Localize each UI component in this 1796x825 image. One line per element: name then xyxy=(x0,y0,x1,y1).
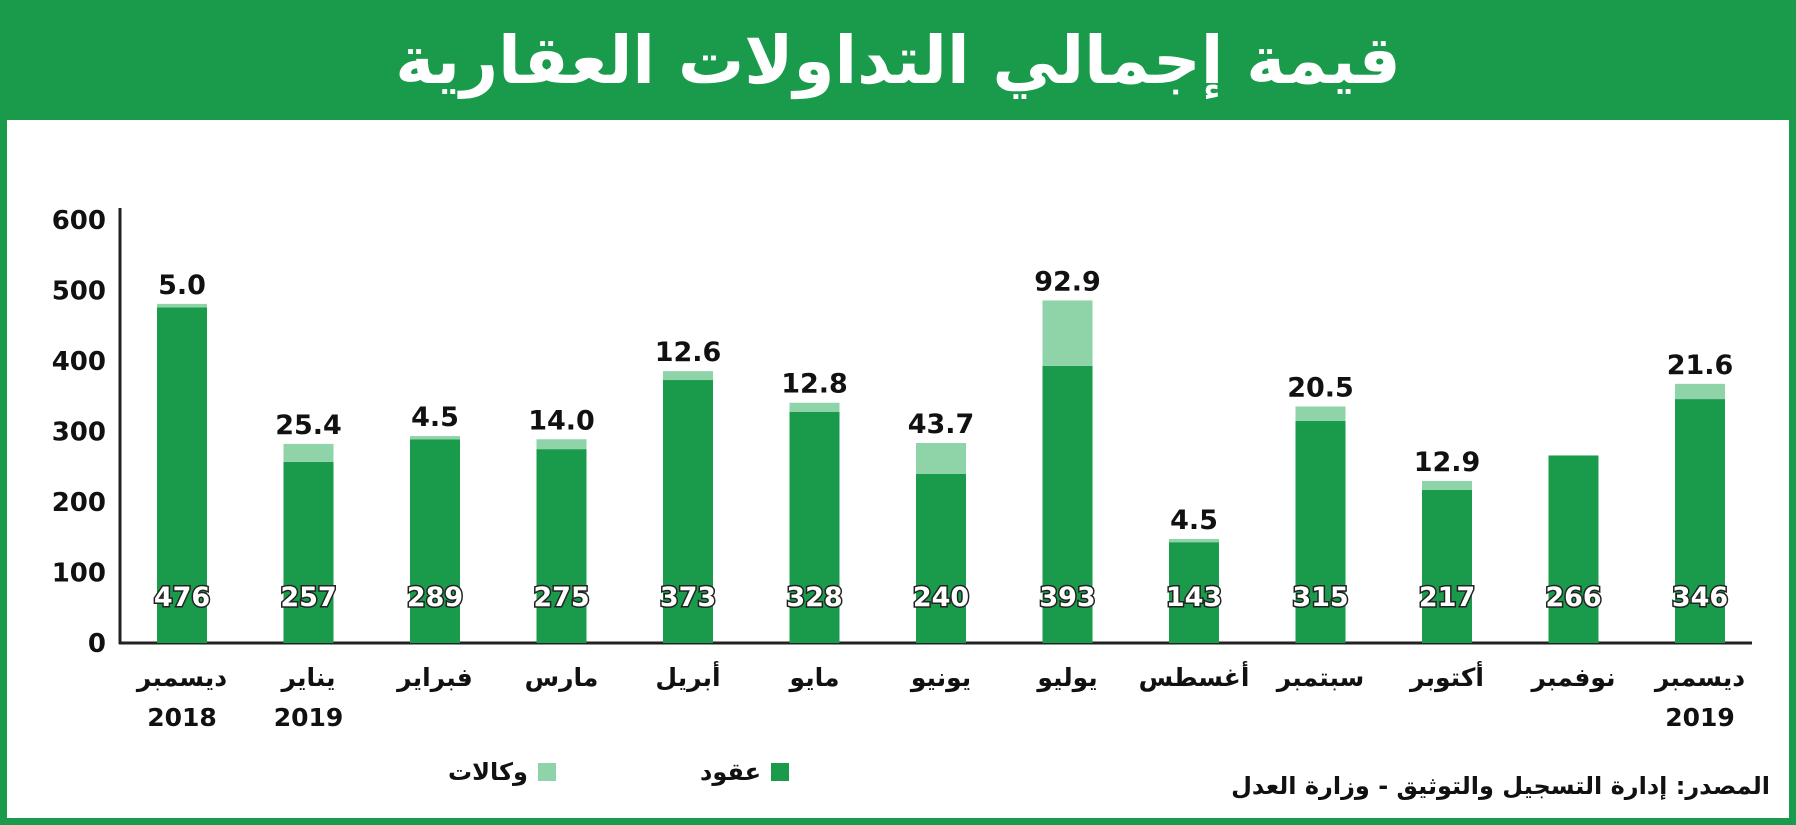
data-label-uqood: 217 xyxy=(1419,582,1475,613)
bar-wakalat xyxy=(1042,300,1093,366)
data-label-uqood: 315 xyxy=(1292,582,1348,613)
bar-uqood xyxy=(536,449,587,643)
y-tick-label: 200 xyxy=(52,488,106,518)
data-label-uqood: 373 xyxy=(660,582,716,613)
bar-wakalat xyxy=(410,436,460,440)
legend-swatch-uqood xyxy=(771,763,790,781)
legend-item-uqood: عقود xyxy=(700,758,790,786)
x-tick-label-month: سبتمبر xyxy=(1275,663,1365,693)
bar-uqood xyxy=(1422,490,1472,643)
bar-uqood xyxy=(1675,399,1725,643)
data-label-wakalat: 14.0 xyxy=(528,405,595,436)
x-tick-label-year: 2019 xyxy=(274,703,344,732)
data-label-wakalat: 12.8 xyxy=(781,369,848,400)
data-label-uqood: 257 xyxy=(280,582,336,613)
bar-wakalat xyxy=(789,402,840,412)
bar-wakalat xyxy=(1169,539,1219,543)
data-label-wakalat: 20.5 xyxy=(1287,372,1354,403)
data-label-uqood: 346 xyxy=(1672,582,1728,613)
bar-uqood xyxy=(1042,365,1093,643)
bar-wakalat xyxy=(1675,383,1725,400)
y-tick-label: 600 xyxy=(52,206,106,236)
data-label-wakalat: 4.5 xyxy=(411,402,459,433)
legend-label-wakalat: وكالات xyxy=(448,758,528,786)
x-tick-label-month: ديسمبر xyxy=(135,663,227,693)
y-tick-label: 100 xyxy=(52,559,106,589)
bar-uqood xyxy=(663,380,713,643)
y-tick-label: 0 xyxy=(88,629,106,659)
data-label-uqood: 328 xyxy=(786,582,842,613)
bar-uqood xyxy=(789,411,840,643)
bar-uqood xyxy=(410,439,460,643)
legend-swatch-wakalat xyxy=(537,763,556,781)
legend-label-uqood: عقود xyxy=(700,758,762,786)
x-tick-label-month: أبريل xyxy=(655,661,720,693)
bar-uqood xyxy=(1169,542,1219,643)
bar-wakalat xyxy=(283,443,334,462)
data-label-uqood: 143 xyxy=(1166,582,1222,613)
data-label-wakalat: 92.9 xyxy=(1034,266,1101,297)
y-tick-label: 300 xyxy=(52,418,106,448)
chart-title: قيمة إجمالي التداولات العقارية xyxy=(395,21,1401,99)
bar-wakalat xyxy=(536,439,587,450)
x-tick-label-month: مارس xyxy=(525,663,599,692)
legend-item-wakalat: وكالات xyxy=(448,758,556,786)
bar-wakalat xyxy=(1295,406,1346,421)
x-tick-label-year: 2018 xyxy=(147,703,217,732)
bar-uqood xyxy=(157,307,207,643)
title-bar: قيمة إجمالي التداولات العقارية xyxy=(0,0,1796,120)
data-label-uqood: 240 xyxy=(913,582,969,613)
x-tick-label-month: يونيو xyxy=(909,663,971,693)
x-tick-label-month: مايو xyxy=(788,663,840,693)
data-label-wakalat: 21.6 xyxy=(1667,350,1734,381)
y-tick-label: 400 xyxy=(52,347,106,377)
bar-uqood xyxy=(283,461,334,643)
x-tick-label-month: يوليو xyxy=(1035,663,1097,693)
x-tick-label-month: أغسطس xyxy=(1139,661,1250,692)
data-label-uqood: 275 xyxy=(533,582,589,613)
data-label-wakalat: 25.4 xyxy=(275,410,342,441)
x-tick-label-month: نوفمبر xyxy=(1530,663,1616,693)
data-label-uqood: 393 xyxy=(1039,582,1095,613)
bar-wakalat xyxy=(157,303,207,308)
data-label-wakalat: 12.6 xyxy=(655,337,722,368)
source-note: المصدر: إدارة التسجيل والتوثيق - وزارة ا… xyxy=(1231,772,1770,800)
data-label-uqood: 289 xyxy=(407,582,463,613)
x-tick-label-month: أكتوبر xyxy=(1408,661,1484,693)
bar-wakalat xyxy=(1422,480,1472,491)
data-label-uqood: 476 xyxy=(154,582,210,613)
bar-uqood xyxy=(1295,420,1346,643)
data-label-wakalat: 12.9 xyxy=(1414,447,1481,478)
data-label-uqood: 266 xyxy=(1545,582,1601,613)
x-tick-label-month: يناير xyxy=(280,663,336,693)
x-tick-label-month: ديسمبر xyxy=(1653,663,1745,693)
y-tick-label: 500 xyxy=(52,277,106,307)
x-tick-label-month: فبراير xyxy=(395,663,473,693)
bar-wakalat xyxy=(663,371,713,381)
bar-uqood xyxy=(1548,455,1599,643)
x-tick-label-year: 2019 xyxy=(1665,703,1735,732)
data-label-wakalat: 43.7 xyxy=(908,409,975,440)
bar-wakalat xyxy=(916,442,966,474)
data-label-wakalat: 5.0 xyxy=(158,270,206,301)
bar-uqood xyxy=(916,473,966,643)
data-label-wakalat: 4.5 xyxy=(1170,505,1218,536)
